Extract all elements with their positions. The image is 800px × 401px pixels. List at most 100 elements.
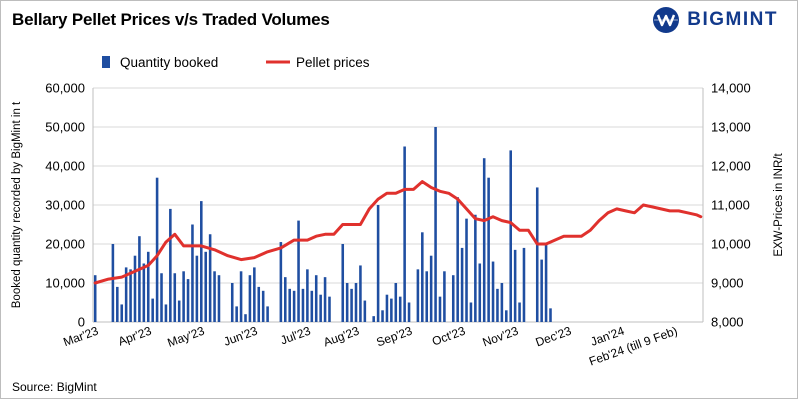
x-tick-label: May'23 — [166, 324, 207, 350]
legend-label-quantity: Quantity booked — [120, 55, 218, 70]
y-right-tick-label: 9,000 — [711, 276, 744, 291]
quantity-bar — [354, 283, 358, 322]
quantity-bar — [230, 283, 234, 322]
quantity-bar — [253, 267, 256, 322]
quantity-bar — [478, 263, 482, 322]
y-right-tick-label: 8,000 — [711, 315, 744, 330]
quantity-bar — [465, 218, 468, 322]
legend-swatch-quantity — [102, 56, 110, 68]
quantity-bar — [151, 298, 154, 322]
quantity-bar — [535, 187, 539, 322]
y-left-tick-label: 20,000 — [45, 237, 85, 252]
quantity-bar — [200, 201, 203, 322]
legend-label-price: Pellet prices — [296, 55, 370, 70]
quantity-bar — [500, 283, 504, 322]
quantity-bar — [111, 244, 115, 322]
y-right-axis-title: EXW-Prices in INR/t — [773, 153, 785, 257]
quantity-bar — [434, 127, 437, 322]
quantity-bar — [301, 288, 305, 322]
y-left-tick-label: 0 — [78, 315, 85, 330]
quantity-bar — [155, 177, 159, 322]
brand-logo: BIGMINT — [651, 6, 778, 34]
quantity-bar — [363, 300, 367, 322]
quantity-bar — [359, 265, 362, 322]
quantity-bar — [292, 290, 296, 322]
quantity-bar — [482, 158, 486, 322]
quantity-bar — [549, 308, 552, 322]
quantity-bar — [474, 214, 477, 322]
quantity-bar — [425, 271, 429, 322]
globe-icon — [653, 7, 680, 33]
quantity-bar — [169, 208, 172, 322]
quantity-bar — [142, 263, 146, 322]
quantity-bar — [177, 300, 181, 322]
quantity-bar — [421, 232, 424, 322]
y-left-tick-label: 40,000 — [45, 159, 85, 174]
quantity-bar — [443, 271, 446, 322]
quantity-bar — [297, 220, 300, 322]
quantity-bar — [544, 244, 548, 322]
quantity-bar — [173, 273, 177, 322]
y-right-tick-label: 12,000 — [711, 159, 751, 174]
quantity-bar — [146, 251, 150, 322]
quantity-bar — [288, 288, 291, 322]
quantity-bar — [518, 302, 521, 322]
quantity-bar — [138, 236, 141, 322]
quantity-bar — [385, 294, 389, 322]
y-left-axis-title: Booked quantity recorded by BigMint in t — [11, 101, 23, 308]
quantity-bar — [469, 302, 473, 322]
quantity-bar — [124, 267, 128, 322]
x-tick-label: Apr'23 — [116, 324, 153, 349]
y-right-tick-label: 13,000 — [711, 120, 751, 135]
price-line — [93, 180, 703, 285]
quantity-bar — [394, 283, 398, 322]
quantity-bar — [328, 296, 331, 322]
quantity-bar — [381, 310, 384, 322]
quantity-bar — [496, 288, 499, 322]
chart-title: Bellary Pellet Prices v/s Traded Volumes — [12, 10, 330, 29]
quantity-bar — [456, 197, 459, 322]
quantity-bar — [195, 255, 199, 322]
quantity-bar — [438, 296, 442, 322]
quantity-bar — [248, 275, 252, 322]
y-right-tick-label: 14,000 — [711, 81, 751, 96]
quantity-bar — [235, 306, 238, 322]
quantity-bar — [451, 275, 455, 322]
quantity-bar — [204, 251, 207, 322]
quantity-bar — [398, 296, 402, 322]
quantity-bar — [323, 277, 327, 322]
quantity-bar — [390, 298, 393, 322]
y-left-tick-label: 50,000 — [45, 120, 85, 135]
quantity-bar — [345, 283, 349, 322]
quantity-bar — [350, 288, 353, 322]
quantity-bar — [129, 269, 132, 322]
quantity-bar — [217, 275, 221, 322]
quantity-bar — [133, 255, 137, 322]
quantity-bar — [314, 275, 318, 322]
quantity-bar — [460, 247, 464, 322]
quantity-bar — [213, 271, 216, 322]
quantity-bar — [310, 290, 314, 322]
y-right-tick-label: 10,000 — [711, 237, 751, 252]
quantity-bar — [540, 259, 543, 322]
y-left-tick-label: 60,000 — [45, 81, 85, 96]
quantity-bar — [116, 286, 119, 322]
quantity-bar — [164, 304, 168, 322]
quantity-bar — [319, 294, 322, 322]
y-left-tick-label: 10,000 — [45, 276, 85, 291]
quantity-bar — [509, 150, 512, 322]
quantity-bar — [372, 316, 375, 322]
x-tick-label: Oct'23 — [430, 324, 467, 349]
quantity-bar — [244, 314, 247, 322]
quantity-bar — [341, 244, 345, 322]
quantity-bar — [429, 255, 433, 322]
x-tick-label: Jun'23 — [222, 324, 260, 349]
x-tick-label: Jul'23 — [279, 324, 313, 348]
quantity-bar — [93, 275, 97, 322]
quantity-bar — [522, 247, 526, 322]
quantity-bar — [208, 234, 212, 322]
x-tick-label: Aug'23 — [321, 324, 361, 350]
quantity-bar — [416, 269, 420, 322]
quantity-bar — [239, 271, 243, 322]
y-left-tick-label: 30,000 — [45, 198, 85, 213]
